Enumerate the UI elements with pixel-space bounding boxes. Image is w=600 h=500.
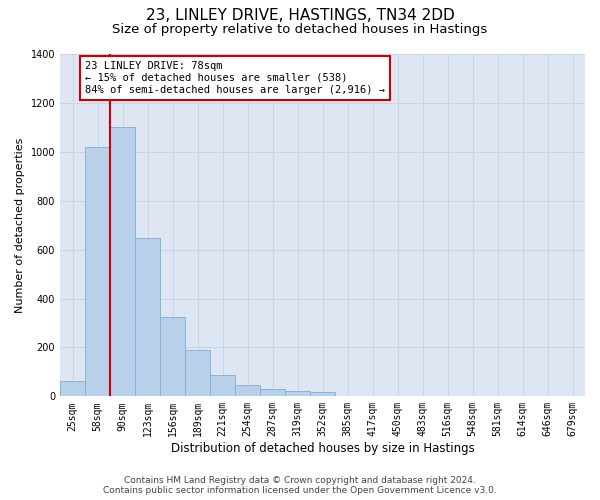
Bar: [260, 390, 285, 396]
Text: Contains HM Land Registry data © Crown copyright and database right 2024.
Contai: Contains HM Land Registry data © Crown c…: [103, 476, 497, 495]
Y-axis label: Number of detached properties: Number of detached properties: [15, 138, 25, 313]
Text: 23 LINLEY DRIVE: 78sqm
← 15% of detached houses are smaller (538)
84% of semi-de: 23 LINLEY DRIVE: 78sqm ← 15% of detached…: [85, 62, 385, 94]
Bar: [60, 381, 85, 396]
Bar: [110, 128, 135, 396]
Text: 23, LINLEY DRIVE, HASTINGS, TN34 2DD: 23, LINLEY DRIVE, HASTINGS, TN34 2DD: [146, 8, 454, 22]
Bar: [160, 317, 185, 396]
Bar: [135, 238, 160, 396]
Bar: [235, 386, 260, 396]
Bar: [285, 391, 310, 396]
X-axis label: Distribution of detached houses by size in Hastings: Distribution of detached houses by size …: [170, 442, 475, 455]
Bar: [210, 375, 235, 396]
Bar: [310, 392, 335, 396]
Bar: [185, 350, 210, 397]
Text: Size of property relative to detached houses in Hastings: Size of property relative to detached ho…: [112, 22, 488, 36]
Bar: [85, 147, 110, 396]
